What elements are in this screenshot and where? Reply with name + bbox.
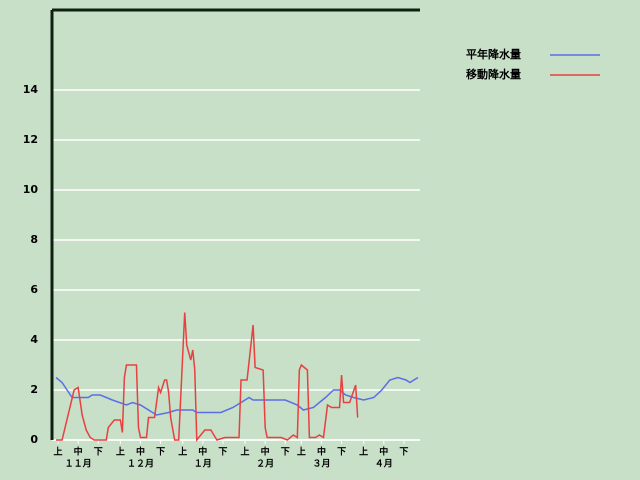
y-tick-label: 12 [23,133,38,146]
x-tick-label: 中 [379,446,388,458]
x-tick-label: 中 [136,446,145,458]
x-tick-label: 中 [317,446,326,458]
y-tick-label: 0 [30,433,38,446]
x-tick-label: 上 [297,446,306,458]
x-month-label: ４月 [375,459,393,470]
legend-label: 移動降水量 [466,67,521,81]
x-tick-label: 下 [94,447,103,458]
x-tick-label: 中 [198,446,207,458]
y-tick-label: 14 [23,83,39,96]
legend-label: 平年降水量 [466,47,521,61]
y-tick-label: 10 [23,183,39,196]
x-month-label: １２月 [127,459,154,470]
x-tick-label: 上 [241,446,250,458]
x-tick-label: 下 [218,447,227,458]
x-tick-label: 下 [156,447,165,458]
x-tick-label: 中 [74,446,83,458]
y-tick-label: 8 [30,233,38,246]
x-tick-label: 下 [281,447,290,458]
x-tick-label: 下 [399,447,408,458]
x-tick-label: 上 [54,446,63,458]
x-tick-label: 上 [359,446,368,458]
y-tick-label: 2 [30,383,38,396]
y-tick-label: 4 [30,333,38,346]
x-month-label: １月 [194,459,212,470]
x-tick-label: 中 [261,446,270,458]
y-tick-label: 6 [30,283,38,296]
x-month-label: １１月 [65,459,92,470]
x-month-label: ３月 [312,459,330,470]
x-tick-label: 下 [337,447,346,458]
x-tick-label: 上 [178,446,187,458]
series-line [56,312,359,443]
x-tick-label: 上 [116,446,125,458]
x-month-label: ２月 [256,459,274,470]
series-line [55,376,419,416]
